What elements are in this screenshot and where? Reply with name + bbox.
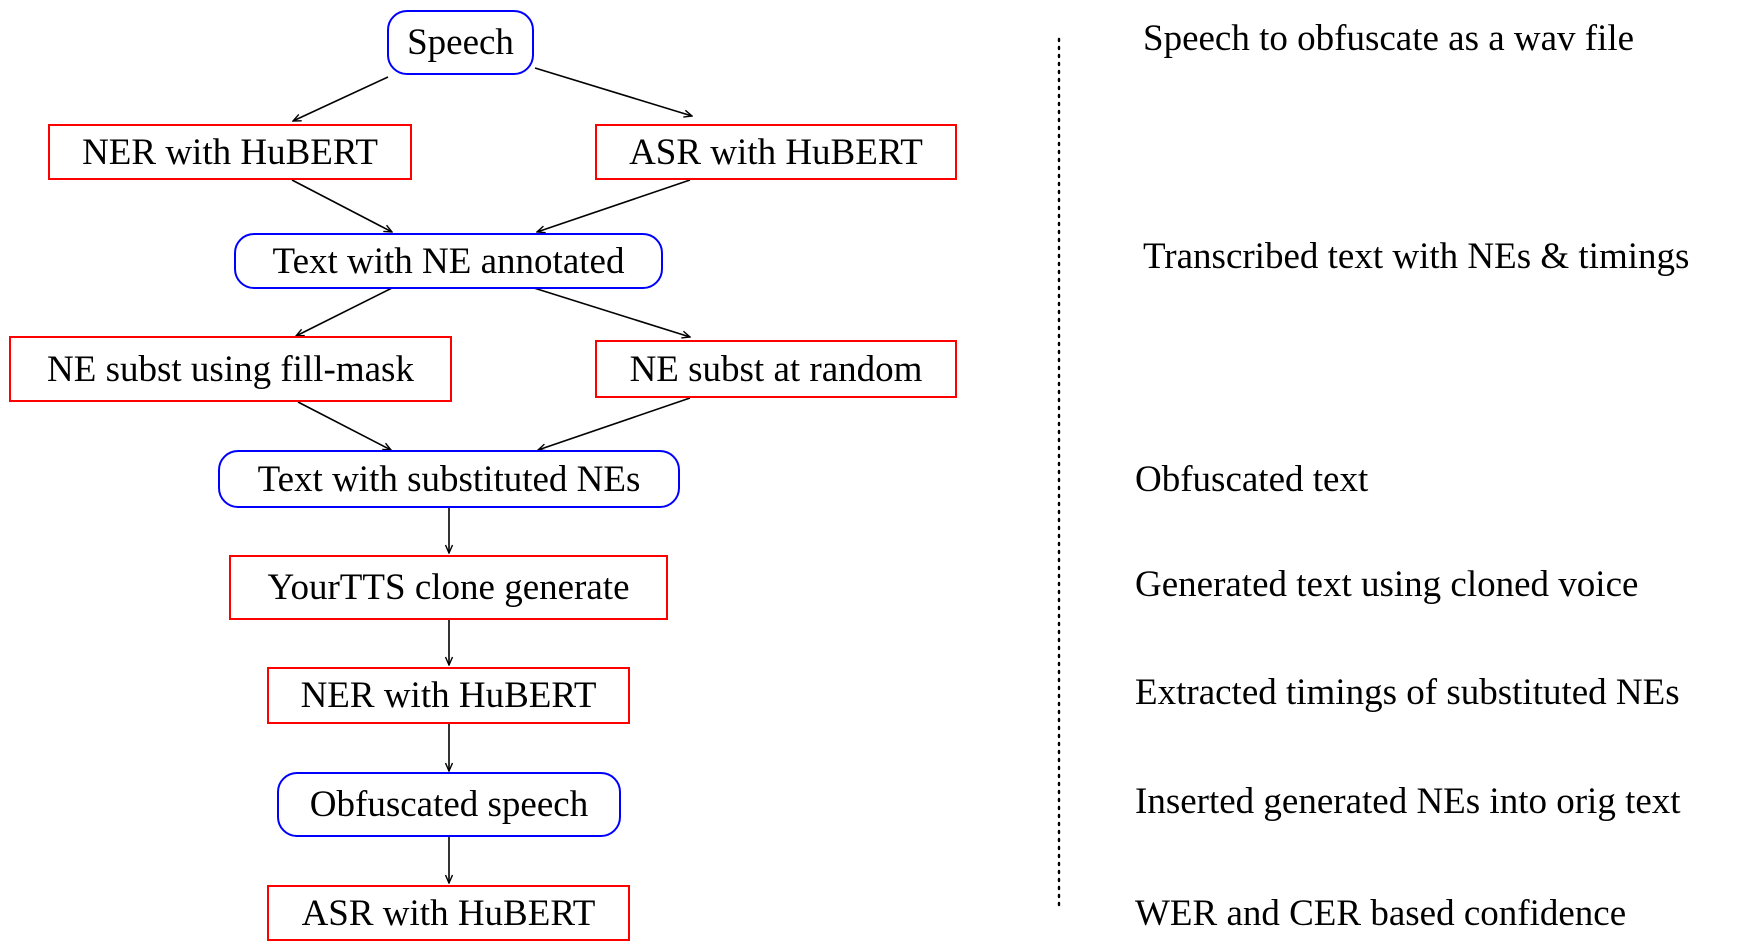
node-ner-hubert-2-label: NER with HuBERT [300,675,597,716]
note-extracted-timings: Extracted timings of substituted NEs [1135,672,1680,713]
node-yourtts-generate: YourTTS clone generate [229,555,668,620]
edge-text-annotated-to-fillmask [296,287,393,336]
edge-ner-to-text-annotated [291,179,392,232]
node-ne-subst-fillmask: NE subst using fill-mask [9,336,452,402]
node-text-substituted-label: Text with substituted NEs [257,458,641,500]
node-ner-hubert-2: NER with HuBERT [267,667,630,724]
edge-speech-to-asr [534,67,692,116]
note-speech-input: Speech to obfuscate as a wav file [1143,18,1635,59]
edge-text-annotated-to-random [533,287,690,337]
node-ne-subst-random-label: NE subst at random [629,348,923,390]
edge-fillmask-to-text-substituted [297,401,391,450]
note-wer-cer-confidence: WER and CER based confidence [1135,893,1627,934]
node-obfuscated-speech: Obfuscated speech [277,772,621,837]
node-obfuscated-speech-label: Obfuscated speech [309,784,589,825]
note-inserted-nes: Inserted generated NEs into orig text [1135,781,1681,822]
node-asr-hubert-2-label: ASR with HuBERT [301,892,596,934]
node-text-ne-annotated: Text with NE annotated [234,233,663,289]
note-generated-text: Generated text using cloned voice [1135,564,1639,605]
note-obfuscated-text: Obfuscated text [1135,459,1369,500]
node-asr-hubert-1: ASR with HuBERT [595,124,957,180]
edge-asr-to-text-annotated [537,179,691,232]
node-ner-hubert-1-label: NER with HuBERT [82,131,378,173]
edge-speech-to-ner [293,76,389,121]
node-ne-subst-random: NE subst at random [595,340,957,398]
node-speech-label: Speech [407,22,514,63]
node-ne-subst-fillmask-label: NE subst using fill-mask [47,348,414,390]
node-speech: Speech [387,10,534,75]
node-text-substituted: Text with substituted NEs [218,450,680,508]
edge-random-to-text-substituted [538,397,691,450]
node-text-ne-annotated-label: Text with NE annotated [272,240,625,282]
node-asr-hubert-2: ASR with HuBERT [267,885,630,941]
node-yourtts-generate-label: YourTTS clone generate [267,567,630,608]
note-transcribed-text: Transcribed text with NEs & timings [1143,236,1690,277]
node-ner-hubert-1: NER with HuBERT [48,124,412,180]
node-asr-hubert-1-label: ASR with HuBERT [629,131,923,173]
